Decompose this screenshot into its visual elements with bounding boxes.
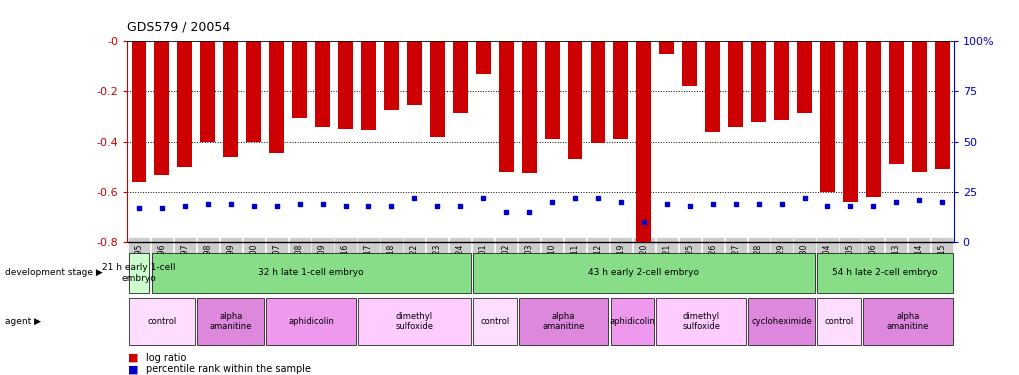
- Bar: [888, 41, 903, 164]
- Bar: [519, 298, 607, 345]
- Text: agent ▶: agent ▶: [5, 317, 41, 326]
- Text: control: control: [480, 317, 508, 326]
- Bar: [567, 41, 582, 159]
- Bar: [200, 41, 215, 142]
- Bar: [361, 41, 376, 130]
- Bar: [152, 252, 470, 293]
- Bar: [796, 41, 811, 113]
- Bar: [933, 41, 949, 169]
- Bar: [773, 41, 789, 120]
- Bar: [656, 298, 745, 345]
- Text: dimethyl
sulfoxide: dimethyl sulfoxide: [682, 312, 719, 331]
- Bar: [682, 41, 697, 86]
- Text: control: control: [147, 317, 176, 326]
- Text: aphidicolin: aphidicolin: [609, 317, 654, 326]
- Text: control: control: [823, 317, 853, 326]
- Bar: [383, 41, 398, 110]
- Bar: [407, 41, 422, 105]
- Bar: [429, 41, 444, 136]
- Bar: [521, 41, 536, 173]
- Bar: [128, 298, 195, 345]
- Text: alpha
amanitine: alpha amanitine: [542, 312, 584, 331]
- Bar: [610, 298, 653, 345]
- Bar: [498, 41, 514, 172]
- Bar: [452, 41, 468, 113]
- Bar: [658, 41, 674, 54]
- Text: GDS579 / 20054: GDS579 / 20054: [127, 21, 230, 34]
- Bar: [590, 41, 605, 143]
- Text: development stage ▶: development stage ▶: [5, 268, 103, 278]
- Bar: [177, 41, 193, 166]
- Text: ■: ■: [127, 364, 138, 374]
- Bar: [816, 252, 952, 293]
- Bar: [816, 298, 860, 345]
- Bar: [865, 41, 880, 197]
- Text: alpha
amanitine: alpha amanitine: [886, 312, 928, 331]
- Bar: [473, 298, 516, 345]
- Bar: [544, 41, 559, 139]
- Text: alpha
amanitine: alpha amanitine: [209, 312, 252, 331]
- Text: log ratio: log ratio: [146, 353, 186, 363]
- Text: dimethyl
sulfoxide: dimethyl sulfoxide: [395, 312, 433, 331]
- Text: 43 h early 2-cell embryo: 43 h early 2-cell embryo: [588, 268, 699, 278]
- Text: ■: ■: [127, 353, 138, 363]
- Bar: [358, 298, 470, 345]
- Bar: [636, 41, 651, 244]
- Text: percentile rank within the sample: percentile rank within the sample: [146, 364, 311, 374]
- Bar: [269, 41, 284, 153]
- Bar: [131, 41, 147, 182]
- Bar: [223, 41, 238, 157]
- Text: cycloheximide: cycloheximide: [750, 317, 811, 326]
- Text: 54 h late 2-cell embryo: 54 h late 2-cell embryo: [832, 268, 936, 278]
- Text: aphidicolin: aphidicolin: [288, 317, 333, 326]
- Bar: [728, 41, 743, 126]
- Text: 21 h early 1-cell
embryо: 21 h early 1-cell embryо: [102, 263, 175, 282]
- Bar: [128, 252, 149, 293]
- Bar: [475, 41, 490, 74]
- Bar: [750, 41, 765, 122]
- Bar: [291, 41, 307, 118]
- Bar: [819, 41, 835, 192]
- Bar: [842, 41, 857, 202]
- Bar: [266, 298, 356, 345]
- Bar: [612, 41, 628, 139]
- Bar: [473, 252, 814, 293]
- Bar: [911, 41, 926, 172]
- Text: 32 h late 1-cell embryo: 32 h late 1-cell embryo: [258, 268, 364, 278]
- Bar: [862, 298, 952, 345]
- Bar: [198, 298, 264, 345]
- Bar: [337, 41, 353, 129]
- Bar: [315, 41, 330, 126]
- Bar: [748, 298, 814, 345]
- Bar: [154, 41, 169, 176]
- Bar: [246, 41, 261, 142]
- Bar: [704, 41, 719, 132]
